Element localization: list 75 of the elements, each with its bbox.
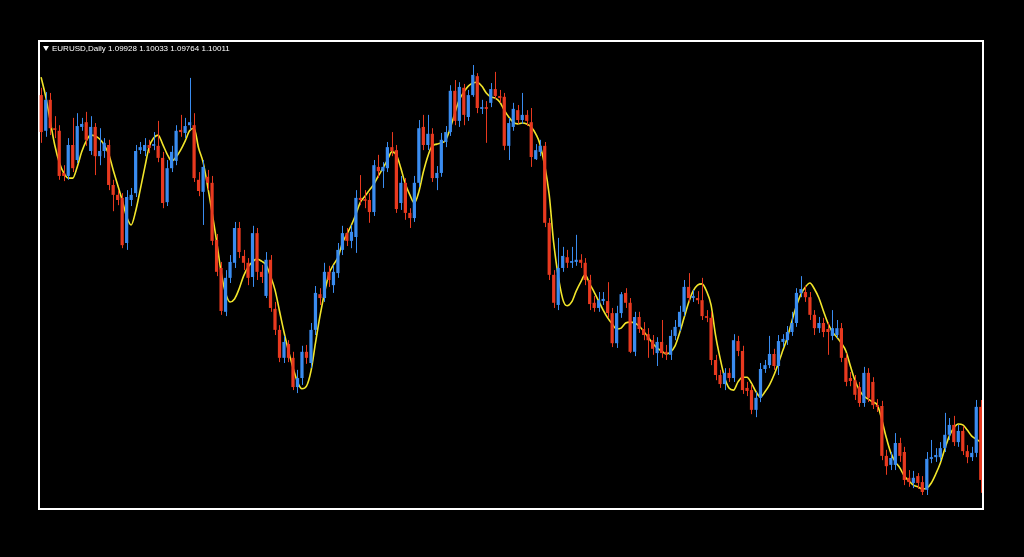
candlestick xyxy=(898,437,902,463)
candlestick xyxy=(489,82,493,108)
candlestick xyxy=(637,311,641,334)
candlestick xyxy=(641,321,646,341)
candlestick xyxy=(884,449,888,476)
candlestick xyxy=(426,114,430,151)
candlestick xyxy=(799,275,803,298)
candlestick xyxy=(606,281,610,319)
candlestick xyxy=(570,246,574,269)
candlestick xyxy=(952,415,956,447)
candlestick xyxy=(772,348,776,371)
candlestick xyxy=(367,192,372,224)
candlestick xyxy=(340,225,345,256)
candlestick xyxy=(71,117,75,173)
candlestick xyxy=(624,287,628,309)
candlestick xyxy=(511,102,515,132)
candlestick xyxy=(812,309,817,336)
candlestick xyxy=(183,117,187,139)
candlestick xyxy=(102,137,106,159)
candlestick xyxy=(767,335,772,369)
candlestick xyxy=(345,227,349,247)
candlestick xyxy=(466,89,470,122)
candlestick xyxy=(421,114,425,151)
candlestick xyxy=(196,171,201,197)
candlestick xyxy=(286,339,291,363)
candlestick xyxy=(507,117,511,161)
candlestick xyxy=(808,291,812,321)
candlestick xyxy=(565,249,569,269)
candlestick xyxy=(561,246,565,273)
candlestick xyxy=(749,384,754,415)
candlestick xyxy=(650,334,655,356)
candlestick xyxy=(956,424,960,448)
candlestick xyxy=(659,319,664,359)
candlestick xyxy=(385,141,389,173)
candlestick xyxy=(493,71,497,100)
candlestick xyxy=(111,179,115,212)
candlestick xyxy=(947,417,951,441)
candlestick xyxy=(399,175,403,211)
candlestick xyxy=(826,321,830,356)
candlestick xyxy=(736,335,740,357)
candlestick xyxy=(655,336,659,367)
candlestick xyxy=(295,369,300,394)
candlestick xyxy=(835,319,839,339)
candlestick xyxy=(152,131,156,151)
candlestick xyxy=(943,412,947,453)
candlestick xyxy=(363,189,367,209)
candlestick xyxy=(889,451,893,471)
candlestick xyxy=(471,64,475,98)
candlestick xyxy=(754,391,758,418)
candlestick xyxy=(929,439,933,464)
candlestick xyxy=(516,104,520,125)
candlestick xyxy=(187,77,192,131)
candlestick xyxy=(390,131,394,157)
candlestick xyxy=(853,374,857,401)
candlestick xyxy=(857,381,861,408)
candlestick xyxy=(961,425,965,456)
candlestick xyxy=(722,367,727,391)
candlestick xyxy=(713,354,718,381)
candlestick xyxy=(583,257,587,286)
candlestick xyxy=(304,344,309,365)
candlestick xyxy=(920,475,924,496)
chart-title: EURUSD,Daily 1.09928 1.10033 1.09764 1.10011 xyxy=(52,43,230,54)
candlestick xyxy=(282,335,286,364)
candlestick xyxy=(790,311,794,337)
candlestick xyxy=(965,444,969,464)
candlestick xyxy=(893,432,897,471)
candlestick xyxy=(156,120,160,163)
candlestick xyxy=(686,272,691,303)
candlestick xyxy=(327,265,331,288)
candlestick xyxy=(53,115,57,139)
candlestick xyxy=(597,291,601,313)
candlestick xyxy=(830,309,835,341)
candlestick xyxy=(871,376,875,410)
candlestick xyxy=(143,137,147,157)
candlestick xyxy=(619,291,623,319)
